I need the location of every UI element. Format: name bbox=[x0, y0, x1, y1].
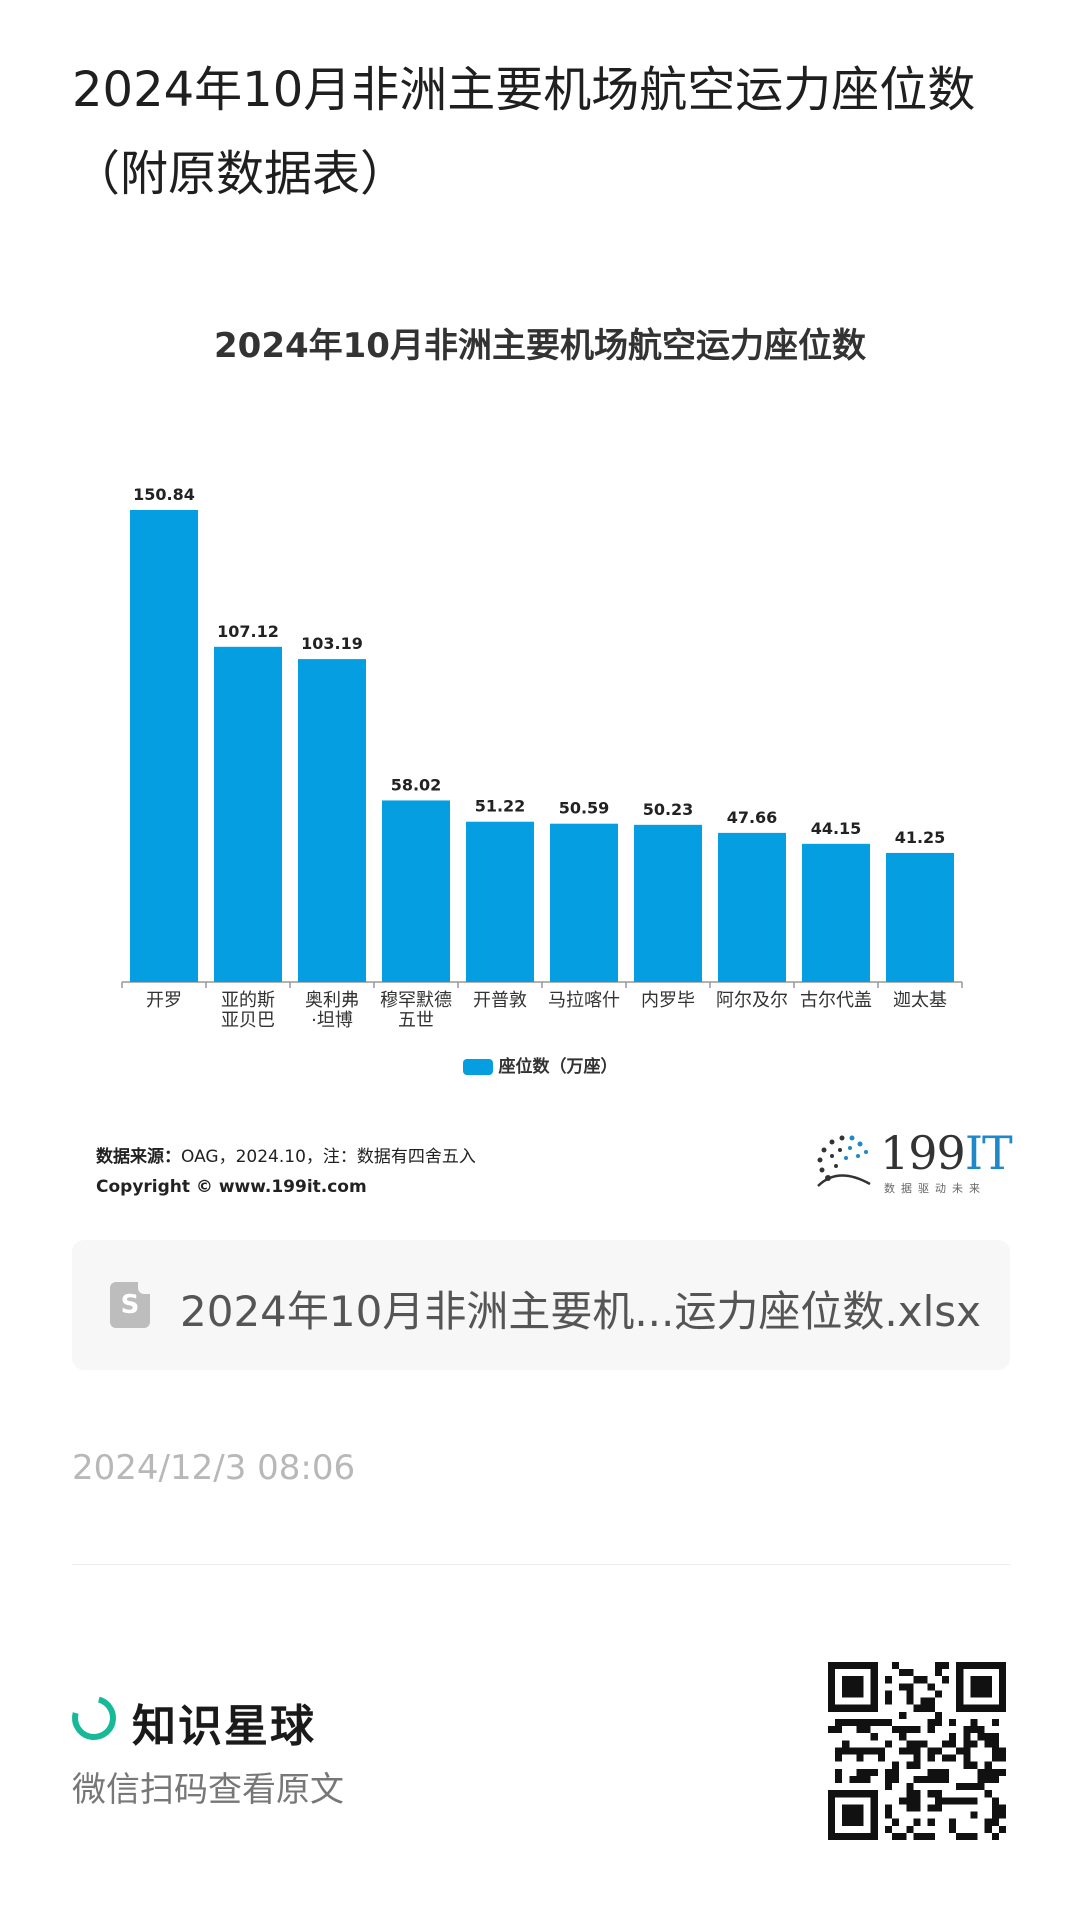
brand-logo: 199IT 数据驱动未来 bbox=[808, 1126, 1013, 1198]
attachment-file-card[interactable]: S 2024年10月非洲主要机...运力座位数.xlsx bbox=[72, 1240, 1010, 1370]
data-label-8: 44.15 bbox=[811, 819, 862, 838]
post-timestamp: 2024/12/3 08:06 bbox=[72, 1448, 356, 1488]
scan-hint: 微信扫码查看原文 bbox=[72, 1770, 344, 1810]
bar-5 bbox=[550, 823, 618, 982]
category-label-0: 开罗 bbox=[146, 990, 182, 1011]
category-label-3: 穆罕默德五世 bbox=[380, 990, 452, 1031]
page-title: 2024年10月非洲主要机场航空运力座位数（附原数据表） bbox=[72, 62, 976, 202]
category-label-9: 迦太基 bbox=[893, 990, 947, 1011]
category-label-7: 阿尔及尔 bbox=[716, 990, 788, 1011]
bar-7 bbox=[718, 832, 786, 982]
bar-9 bbox=[886, 852, 954, 982]
bar-chart: 150.84 开罗 107.12 亚的斯亚贝巴 103.19 奥利弗·坦博 58.02 穆罕默… bbox=[121, 485, 963, 1031]
category-label-6: 内罗毕 bbox=[641, 990, 695, 1011]
bar-3 bbox=[382, 800, 450, 982]
legend-swatch bbox=[462, 1059, 493, 1075]
zsxq-ring-icon bbox=[63, 1687, 125, 1749]
bar-4 bbox=[466, 821, 534, 982]
qr-code-icon[interactable] bbox=[828, 1662, 1006, 1840]
bar-0 bbox=[130, 510, 198, 982]
bar-6 bbox=[634, 824, 702, 982]
brand-tagline: 数据驱动未来 bbox=[884, 1182, 986, 1195]
data-label-2: 103.19 bbox=[301, 634, 363, 653]
copyright-text: Copyright © www.199it.com bbox=[96, 1177, 367, 1197]
category-label-4: 开普敦 bbox=[473, 990, 527, 1011]
data-label-6: 50.23 bbox=[643, 800, 694, 819]
data-source: 数据来源：OAG，2024.10，注：数据有四舍五入 Copyright © w… bbox=[96, 1142, 476, 1202]
data-label-7: 47.66 bbox=[727, 808, 778, 827]
category-label-1: 亚的斯亚贝巴 bbox=[221, 990, 275, 1031]
category-label-8: 古尔代盖 bbox=[800, 990, 872, 1011]
file-name: 2024年10月非洲主要机...运力座位数.xlsx bbox=[180, 1287, 981, 1336]
bar-2 bbox=[298, 659, 366, 982]
data-label-3: 58.02 bbox=[391, 775, 442, 794]
source-text: OAG，2024.10，注：数据有四舍五入 bbox=[181, 1147, 476, 1167]
dandelion-icon bbox=[817, 1135, 871, 1187]
data-label-1: 107.12 bbox=[217, 622, 279, 641]
chart-title: 2024年10月非洲主要机场航空运力座位数 bbox=[214, 326, 866, 366]
chart-image: 2024年10月非洲主要机场航空运力座位数 150.84 开罗 107.12 亚的斯亚… bbox=[72, 300, 1013, 1210]
brand-number: 199 bbox=[880, 1126, 966, 1180]
data-label-0: 150.84 bbox=[133, 485, 195, 504]
chart-legend: 座位数（万座） bbox=[72, 1052, 1008, 1077]
divider bbox=[72, 1564, 1010, 1565]
app-name: 知识星球 bbox=[132, 1701, 316, 1752]
spreadsheet-file-icon: S bbox=[110, 1282, 150, 1328]
category-label-2: 奥利弗·坦博 bbox=[305, 990, 359, 1031]
data-label-4: 51.22 bbox=[475, 797, 526, 816]
legend-label: 座位数（万座） bbox=[498, 1057, 618, 1077]
source-label: 数据来源： bbox=[96, 1147, 181, 1167]
bar-1 bbox=[214, 646, 282, 982]
data-label-9: 41.25 bbox=[895, 828, 946, 847]
brand-it: IT bbox=[964, 1126, 1013, 1180]
category-label-5: 马拉喀什 bbox=[548, 990, 620, 1011]
data-label-5: 50.59 bbox=[559, 799, 610, 818]
bar-8 bbox=[802, 843, 870, 982]
